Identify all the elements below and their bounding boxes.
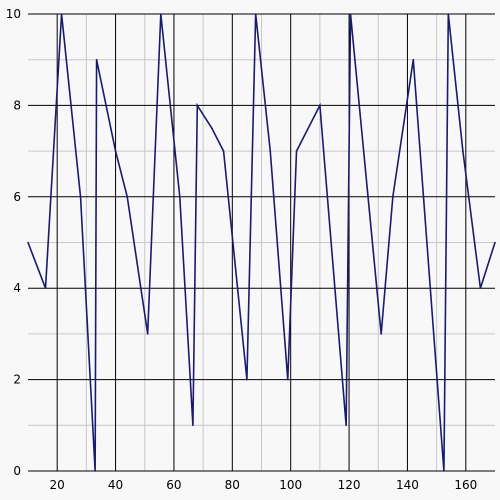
y-tick-label: 8 xyxy=(13,98,21,112)
data-point xyxy=(349,13,352,15)
data-point xyxy=(79,196,82,198)
data-point xyxy=(447,13,450,15)
x-tick-label: 160 xyxy=(454,478,477,492)
data-point xyxy=(412,58,415,61)
y-tick-label: 4 xyxy=(13,281,21,295)
data-point xyxy=(392,196,394,198)
minor-gridlines xyxy=(28,14,495,471)
data-point xyxy=(211,127,213,130)
data-point xyxy=(126,196,129,198)
data-point xyxy=(319,104,321,107)
y-tick-label: 10 xyxy=(6,7,21,21)
data-point xyxy=(44,287,47,290)
y-tick-label: 6 xyxy=(13,190,21,204)
data-point xyxy=(494,241,496,244)
data-point xyxy=(254,13,257,15)
data-point xyxy=(160,13,162,15)
data-point xyxy=(192,424,194,427)
x-tick-label: 20 xyxy=(50,478,65,492)
data-point xyxy=(146,333,149,335)
x-tick-label: 40 xyxy=(108,478,123,492)
data-point xyxy=(27,241,29,244)
y-tick-label: 2 xyxy=(13,373,21,387)
data-point xyxy=(94,470,96,472)
data-point xyxy=(95,58,98,61)
x-tick-labels: 20 40 60 80 100 120 140 160 xyxy=(50,478,478,492)
data-point xyxy=(462,150,464,152)
y-tick-labels: 0 2 4 6 8 10 xyxy=(6,7,21,478)
x-tick-label: 120 xyxy=(338,478,361,492)
data-point xyxy=(443,470,445,472)
data-point xyxy=(246,378,248,381)
data-point xyxy=(286,378,289,381)
data-point xyxy=(196,104,199,107)
x-tick-label: 100 xyxy=(279,478,302,492)
y-tick-label: 0 xyxy=(13,464,21,478)
data-point xyxy=(295,150,298,152)
data-point xyxy=(269,150,272,152)
data-point xyxy=(60,13,63,15)
x-tick-label: 140 xyxy=(396,478,419,492)
data-point xyxy=(178,196,181,198)
series-layer xyxy=(27,13,496,472)
data-point xyxy=(345,424,347,427)
x-tick-label: 60 xyxy=(166,478,181,492)
major-gridlines xyxy=(28,13,495,472)
data-point xyxy=(222,150,225,152)
data-point xyxy=(380,333,382,335)
data-point xyxy=(479,287,482,290)
x-tick-label: 80 xyxy=(225,478,240,492)
data-point xyxy=(114,150,117,152)
